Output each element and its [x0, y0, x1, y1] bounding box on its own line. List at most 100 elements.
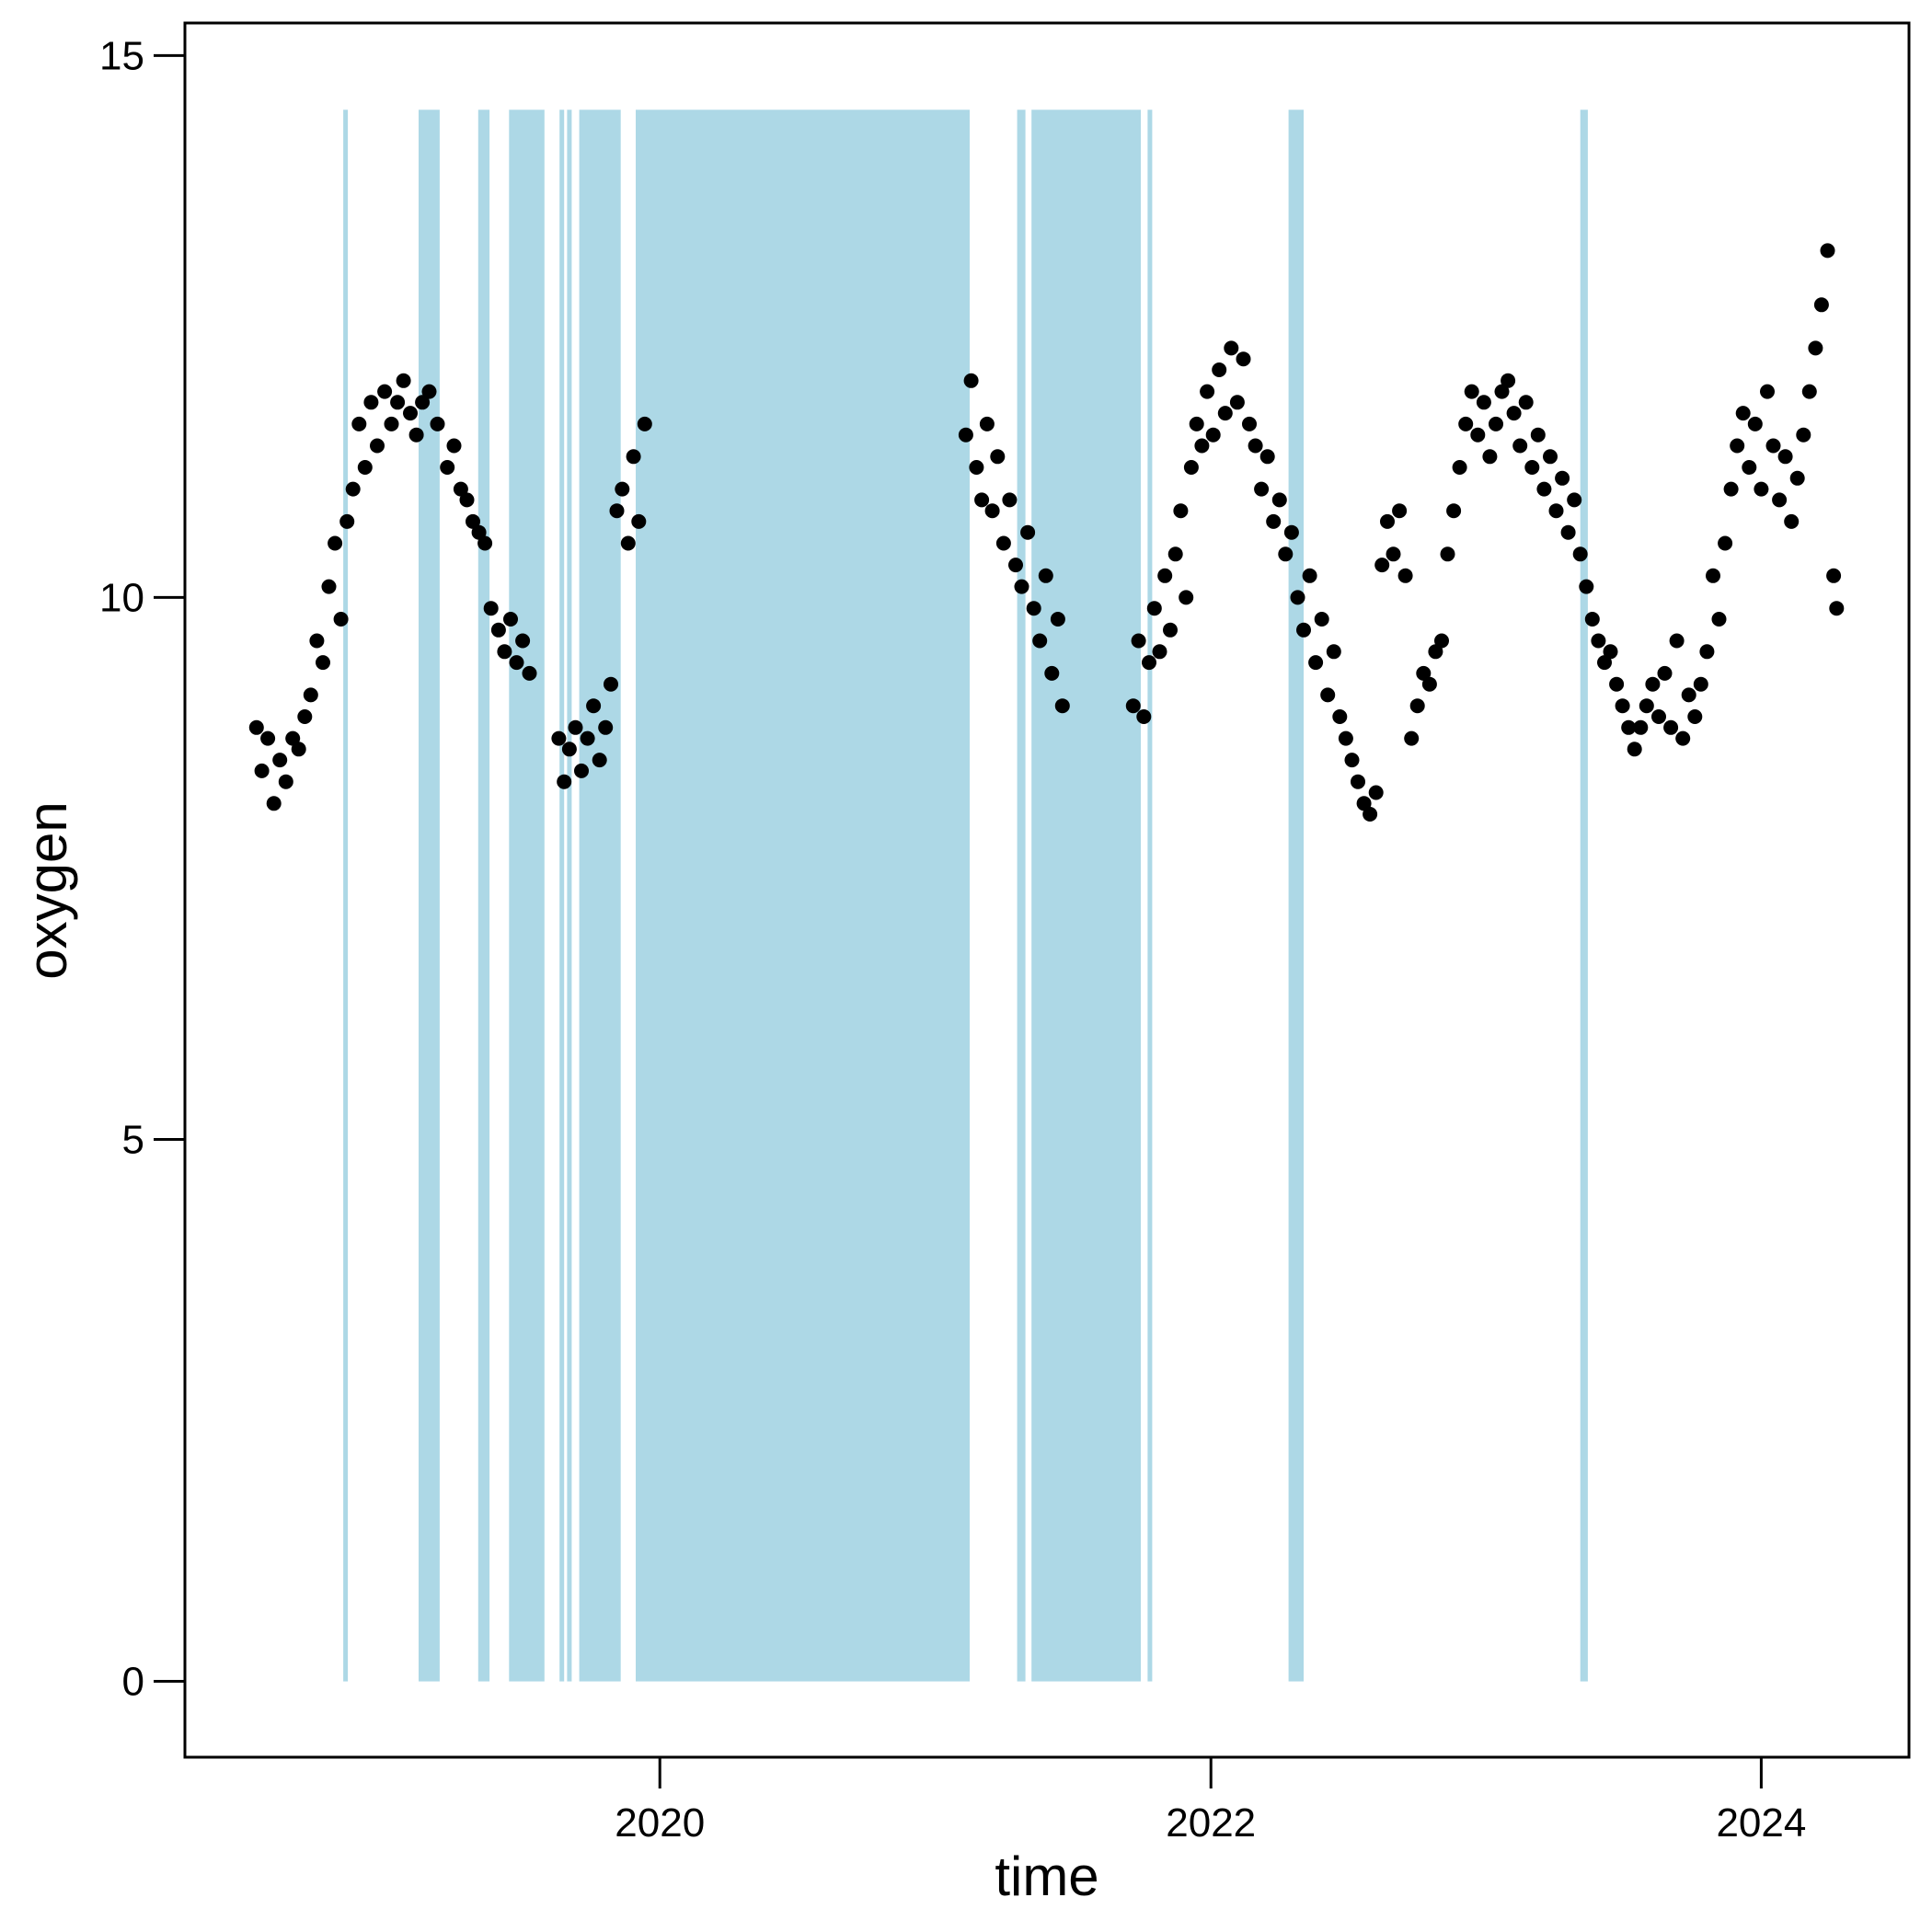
data-point: [1597, 655, 1612, 671]
data-point: [1512, 438, 1528, 454]
data-point: [1002, 492, 1018, 508]
data-point: [1050, 612, 1065, 627]
data-point: [1183, 460, 1199, 475]
data-point: [1380, 513, 1395, 529]
data-point: [1271, 492, 1287, 508]
data-point: [1397, 568, 1413, 583]
data-point: [1777, 449, 1793, 465]
data-point: [471, 524, 487, 540]
y-tick-label: 10: [99, 575, 144, 620]
data-point: [551, 730, 567, 746]
data-point: [1254, 481, 1270, 497]
data-point: [1813, 297, 1829, 313]
data-point: [515, 633, 531, 649]
data-point: [503, 612, 518, 627]
data-point: [1008, 558, 1023, 573]
data-point: [1157, 568, 1173, 583]
data-point: [1146, 601, 1162, 616]
data-point: [477, 535, 493, 551]
data-point: [637, 416, 652, 431]
data-point: [990, 449, 1006, 465]
data-point: [309, 633, 325, 649]
data-point: [1458, 416, 1474, 431]
data-point: [1789, 470, 1805, 486]
data-point: [1506, 406, 1522, 421]
data-point: [339, 513, 355, 529]
data-point: [1476, 395, 1491, 410]
data-point: [357, 460, 373, 475]
data-point: [1446, 503, 1462, 519]
data-point: [1125, 698, 1141, 714]
data-point: [631, 513, 647, 529]
data-point: [1296, 622, 1311, 638]
data-point: [1801, 384, 1817, 399]
data-point: [1829, 601, 1845, 616]
shaded-interval: [1580, 109, 1588, 1682]
data-point: [598, 719, 614, 735]
data-point: [453, 481, 468, 497]
data-point: [408, 427, 424, 443]
data-point: [1283, 524, 1299, 540]
data-point: [1142, 655, 1156, 671]
data-point: [1163, 622, 1178, 638]
data-point: [1314, 612, 1329, 627]
data-point: [626, 449, 641, 465]
data-point: [1404, 730, 1420, 746]
data-point: [1735, 406, 1751, 421]
data-point: [522, 665, 537, 681]
data-point: [1530, 427, 1546, 443]
plot-frame: [183, 21, 1911, 1759]
data-point: [1639, 698, 1654, 714]
data-point: [1711, 612, 1727, 627]
data-point: [490, 622, 506, 638]
data-point: [1356, 796, 1372, 811]
shaded-interval: [1017, 109, 1026, 1682]
data-point: [351, 416, 367, 431]
data-point: [1747, 416, 1763, 431]
data-point: [1584, 612, 1600, 627]
data-point: [285, 730, 301, 746]
data-point: [1032, 633, 1048, 649]
data-point: [1217, 406, 1233, 421]
data-point: [1548, 503, 1564, 519]
x-tick-label: 2024: [1716, 1800, 1806, 1846]
data-point: [421, 384, 437, 399]
data-point: [1242, 416, 1257, 431]
data-point: [303, 687, 318, 703]
data-point: [363, 395, 379, 410]
data-point: [1723, 481, 1739, 497]
shaded-interval: [1288, 109, 1304, 1682]
data-point: [1014, 579, 1029, 594]
x-tick-label: 2020: [615, 1800, 705, 1846]
data-point: [1826, 568, 1842, 583]
data-point: [1675, 730, 1691, 746]
data-point: [254, 763, 270, 778]
data-point: [1236, 351, 1251, 367]
data-point: [1536, 481, 1552, 497]
data-point: [1518, 395, 1534, 410]
shaded-interval: [477, 109, 490, 1682]
data-point: [1452, 460, 1467, 475]
data-point: [1179, 590, 1194, 605]
data-point: [1200, 384, 1215, 399]
data-point: [1290, 590, 1305, 605]
data-point: [969, 460, 984, 475]
data-point: [1409, 698, 1425, 714]
data-point: [1136, 709, 1152, 724]
data-point: [1464, 384, 1479, 399]
data-point: [321, 579, 337, 594]
shaded-interval: [559, 109, 565, 1682]
data-point: [415, 395, 431, 410]
data-points: [248, 243, 1845, 822]
data-point: [1482, 449, 1498, 465]
data-point: [984, 503, 1000, 519]
data-point: [483, 601, 499, 616]
data-point: [604, 676, 618, 692]
data-point: [1645, 676, 1661, 692]
data-point: [1784, 513, 1800, 529]
data-point: [1524, 460, 1540, 475]
shaded-interval: [343, 109, 349, 1682]
data-point: [592, 753, 607, 768]
data-point: [260, 730, 276, 746]
data-point: [390, 395, 406, 410]
